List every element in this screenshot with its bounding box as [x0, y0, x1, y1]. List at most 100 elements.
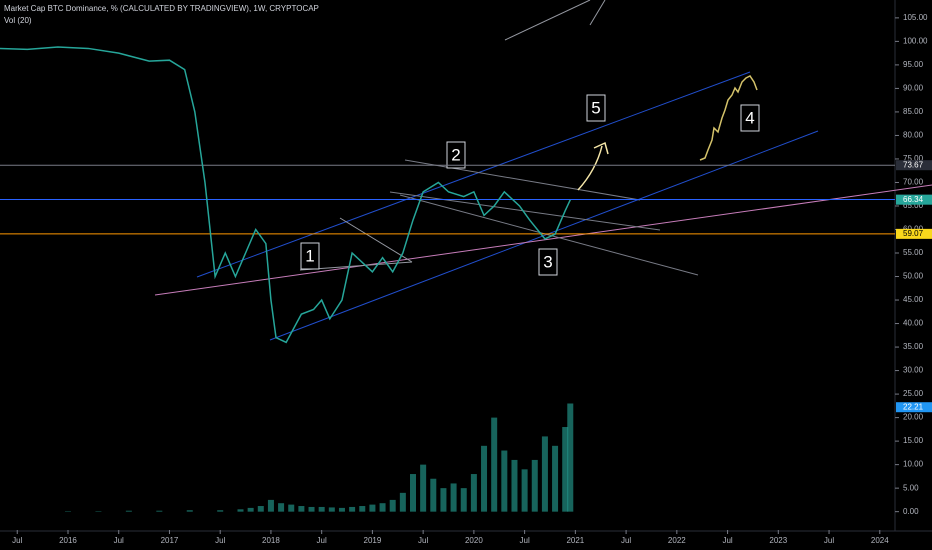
volume-bar [389, 499, 396, 512]
volume-bar [217, 510, 224, 512]
y-tick-label: 100.00 [903, 36, 928, 45]
volume-bar [450, 483, 457, 512]
volume-bar [562, 427, 569, 512]
trend-line [154, 184, 932, 296]
volume-bar [328, 507, 335, 512]
x-tick-label: 2023 [769, 536, 787, 545]
volume-bar [267, 499, 274, 512]
volume-bar [257, 506, 264, 512]
label-box [538, 248, 558, 276]
wave-labels: 1 2 3 4 5 [300, 94, 760, 276]
volume-bar [521, 469, 528, 512]
volume-bar [369, 504, 376, 512]
volume-bar [531, 459, 538, 512]
label-box [740, 104, 760, 132]
y-tick-label: 30.00 [903, 366, 924, 375]
volume-bar [409, 474, 416, 512]
arrow [577, 141, 609, 191]
level-tag [896, 402, 932, 413]
y-tick-label: 50.00 [903, 272, 924, 281]
x-tick-label: Jul [520, 536, 530, 545]
volume-bar [567, 403, 574, 512]
triangle-line [339, 217, 413, 263]
y-tick-label: 35.00 [903, 342, 924, 351]
y-tick-label: 10.00 [903, 460, 924, 469]
volume-bar [541, 436, 548, 512]
y-tick-label: 0.00 [903, 507, 919, 516]
projection [699, 75, 758, 161]
y-tick-label: 90.00 [903, 84, 924, 93]
x-tick-label: Jul [621, 536, 631, 545]
volume-bar [481, 445, 488, 512]
volume-bar [318, 506, 325, 512]
y-tick-label: 75.00 [903, 154, 924, 163]
volume-bar [399, 492, 406, 512]
x-tick-label: Jul [12, 536, 22, 545]
x-tick-label: 2018 [262, 536, 280, 545]
level-label: 59.07 [903, 229, 924, 238]
volume-bar [359, 506, 366, 512]
x-tick-label: Jul [114, 536, 124, 545]
y-tick-label: 65.00 [903, 201, 924, 210]
x-tick-label: Jul [722, 536, 732, 545]
y-tick-label: 85.00 [903, 107, 924, 116]
volume-bar [288, 504, 295, 512]
x-tick-label: 2024 [871, 536, 889, 545]
level-tag [896, 228, 932, 239]
label-box [586, 94, 606, 122]
level-tag [896, 194, 932, 205]
volume-bar [156, 510, 163, 512]
volume-bar [470, 474, 477, 512]
x-tick-label: 2019 [364, 536, 382, 545]
volume-bar [420, 464, 427, 512]
dominance-line [0, 46, 571, 344]
y-tick-label: 5.00 [903, 483, 919, 492]
x-tick-label: 2021 [566, 536, 584, 545]
wave-label: 3 [543, 252, 552, 271]
y-tick-label: 55.00 [903, 248, 924, 257]
drawings [154, 0, 932, 341]
trend-line [589, 0, 606, 26]
volume-bar [278, 503, 285, 512]
x-tick-label: 2022 [668, 536, 686, 545]
y-tick-label: 80.00 [903, 131, 924, 140]
trend-line [389, 191, 661, 231]
label-box [446, 141, 466, 169]
volume-bar [186, 510, 193, 512]
volume-bar [430, 478, 437, 512]
volume-bar [379, 503, 386, 512]
level-label: 66.34 [903, 195, 924, 204]
volume-bar [349, 506, 356, 512]
volume-bar [491, 417, 498, 512]
x-tick-label: 2016 [59, 536, 77, 545]
volume-bar [247, 507, 254, 512]
volume-bar [460, 488, 467, 512]
volume-title: Vol (20) [4, 16, 32, 25]
level-tag [896, 160, 932, 171]
y-tick-label: 45.00 [903, 295, 924, 304]
volume-bar [338, 507, 345, 512]
volume-bar [298, 506, 305, 512]
volume-bar [440, 488, 447, 512]
volume-bar [552, 445, 559, 512]
y-tick-label: 105.00 [903, 13, 928, 22]
wave-label: 4 [745, 108, 754, 127]
level-label: 73.67 [903, 160, 924, 169]
volume-bar [308, 506, 315, 512]
channel-upper [196, 71, 751, 278]
x-tick-label: Jul [215, 536, 225, 545]
y-tick-label: 25.00 [903, 389, 924, 398]
trend-line [404, 159, 641, 201]
y-tick-label: 95.00 [903, 60, 924, 69]
y-tick-label: 15.00 [903, 436, 924, 445]
label-box [300, 242, 320, 270]
wave-label: 5 [591, 98, 600, 117]
level-label: 22.21 [903, 402, 924, 411]
volume-bar [125, 510, 132, 512]
x-tick-label: 2020 [465, 536, 483, 545]
wave-label: 1 [305, 246, 314, 265]
volume-bar [501, 450, 508, 512]
volume-bar [237, 509, 244, 512]
